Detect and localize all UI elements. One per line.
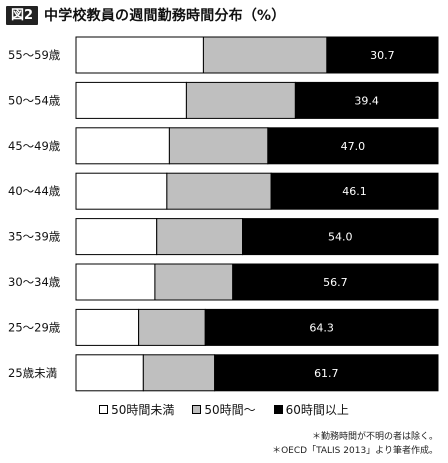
data-label: 61.7 <box>314 367 339 380</box>
bar-segment-series-0 <box>75 81 187 119</box>
bar-segment-series-2 <box>267 127 439 165</box>
bar-segment-series-2 <box>242 218 439 256</box>
bar-segment-series-0 <box>75 218 158 256</box>
legend-swatch-60-plus <box>273 405 283 414</box>
bar-segment-series-2 <box>294 81 439 119</box>
category-label: 50〜54歳 <box>8 93 61 107</box>
data-label: 56.7 <box>323 276 348 289</box>
bar-segment-series-1 <box>154 263 234 301</box>
bar-segment-series-1 <box>156 218 244 256</box>
category-label: 45〜49歳 <box>8 139 61 153</box>
legend-swatch-under-50 <box>99 405 109 414</box>
legend-item-under-50: 50時間未満 <box>99 401 174 418</box>
legend-label-60-plus: 60時間以上 <box>285 403 349 417</box>
legend-label-under-50: 50時間未満 <box>111 403 175 417</box>
legend-label-50-plus: 50時間〜 <box>204 403 256 417</box>
note-line: ＊OECD「TALIS 2013」より筆者作成。 <box>272 446 438 456</box>
category-label: 40〜44歳 <box>8 184 61 198</box>
data-label: 39.4 <box>354 94 379 107</box>
bar-segment-series-0 <box>75 354 144 392</box>
bar-segment-series-0 <box>75 36 204 74</box>
data-label: 64.3 <box>309 321 334 334</box>
bar-segment-series-2 <box>326 36 439 74</box>
bar-segment-series-1 <box>138 308 206 346</box>
notes: ＊勤務時間が不明の者は除く。 ＊OECD「TALIS 2013」より筆者作成。 <box>272 430 438 458</box>
bar-segment-series-2 <box>270 172 439 210</box>
data-label: 47.0 <box>341 140 366 153</box>
data-label: 30.7 <box>370 49 395 62</box>
bar-segment-series-1 <box>142 354 216 392</box>
chart-title: 中学校教員の週間勤務時間分布（%） <box>44 8 286 24</box>
category-label: 25〜29歳 <box>8 320 61 334</box>
legend-item-60-plus: 60時間以上 <box>273 401 349 418</box>
legend-item-50-plus: 50時間〜 <box>192 401 256 418</box>
bar-segment-series-2 <box>204 308 439 346</box>
bar-segment-series-0 <box>75 263 156 301</box>
bar-segment-series-0 <box>75 172 168 210</box>
figure-badge: 図2 <box>6 5 39 25</box>
category-label: 55〜59歳 <box>8 48 61 62</box>
title-row: 図2 中学校教員の週間勤務時間分布（%） <box>6 4 285 26</box>
category-label: 35〜39歳 <box>8 230 61 244</box>
legend: 50時間未満 50時間〜 60時間以上 <box>0 401 448 418</box>
bar-segment-series-1 <box>202 36 328 74</box>
data-label: 54.0 <box>328 231 353 244</box>
stacked-bar-chart: 55〜59歳 30.7 50〜54歳 39.4 45〜49歳 47.0 40〜44歳 46.1… <box>8 36 439 392</box>
bar-segment-series-0 <box>75 308 140 346</box>
bar-segment-series-2 <box>214 354 439 392</box>
legend-swatch-50-plus <box>192 405 202 414</box>
bar-segment-series-0 <box>75 127 170 165</box>
data-label: 46.1 <box>342 185 367 198</box>
category-label: 30〜34歳 <box>8 275 61 289</box>
bar-segment-series-1 <box>168 127 269 165</box>
bar-segment-series-2 <box>232 263 439 301</box>
category-label: 25歳未満 <box>8 366 57 380</box>
bar-segment-series-1 <box>166 172 272 210</box>
note-line: ＊勤務時間が不明の者は除く。 <box>311 432 438 442</box>
bar-segment-series-1 <box>185 81 296 119</box>
